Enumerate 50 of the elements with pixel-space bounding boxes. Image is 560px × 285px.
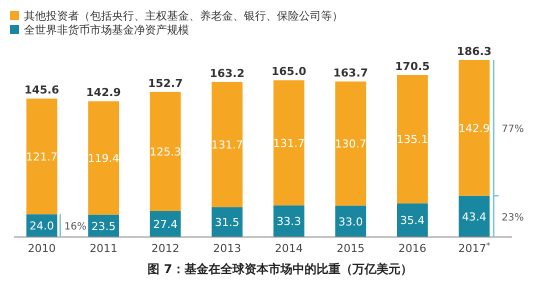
bar — [150, 92, 181, 211]
data-label: 121.7 — [26, 150, 58, 164]
bar — [335, 206, 366, 237]
x-tick-label: 2012 — [151, 242, 180, 255]
bar — [273, 80, 304, 206]
data-label: 130.7 — [334, 138, 366, 151]
total-label: 152.7 — [148, 76, 183, 90]
data-label: 125.3 — [150, 145, 182, 158]
total-label: 165.0 — [271, 65, 307, 78]
data-label: 31.5 — [214, 216, 240, 230]
bar — [88, 101, 120, 215]
data-label: 35.4 — [400, 214, 425, 228]
data-label: 33.3 — [276, 215, 302, 228]
data-label: 119.4 — [88, 152, 120, 165]
total-label: 170.5 — [395, 60, 430, 74]
bar — [396, 75, 428, 204]
x-tick-label: 2016 — [398, 242, 426, 255]
x-tick-label: 2013 — [213, 242, 242, 255]
data-label: 43.4 — [462, 210, 486, 224]
legend-label: 其他投资者（包括央行、主权基金、养老金、银行、保险公司等） — [24, 10, 343, 22]
data-label: 131.7 — [211, 138, 243, 152]
bar — [396, 203, 428, 237]
bar — [458, 196, 490, 237]
data-label: 27.4 — [153, 218, 178, 231]
bar — [335, 81, 366, 206]
x-tick-label: 2010 — [28, 242, 56, 255]
bar — [458, 60, 490, 196]
data-label: 24.0 — [30, 220, 54, 233]
bar — [26, 98, 58, 214]
bar — [212, 82, 243, 208]
x-tick-label: 2014 — [274, 242, 303, 255]
total-label: 145.6 — [24, 84, 60, 97]
x-tick-label: 2015 — [336, 242, 365, 255]
annotation: 77% — [502, 124, 524, 135]
total-label: 142.9 — [86, 86, 121, 100]
total-label: 186.3 — [456, 45, 492, 58]
text: 图 7：基金在全球资本市场中的比重（万亿美元） — [148, 262, 412, 276]
data-label: 23.5 — [91, 220, 116, 233]
data-label: 135.1 — [396, 133, 428, 146]
legend-label: 全世界非货币市场基金净资产规模 — [24, 24, 189, 36]
data-label: 142.9 — [458, 122, 490, 135]
bar — [212, 207, 243, 237]
total-label: 163.2 — [210, 66, 245, 80]
total-label: 163.7 — [333, 66, 368, 80]
data-label: 33.0 — [338, 215, 363, 228]
data-label: 131.7 — [273, 136, 305, 150]
annotation: 23% — [502, 212, 524, 224]
annotation: 16% — [64, 222, 86, 233]
x-tick-label: 2011 — [90, 242, 118, 255]
x-tick-label: 2017$^{*}$ — [458, 240, 490, 255]
